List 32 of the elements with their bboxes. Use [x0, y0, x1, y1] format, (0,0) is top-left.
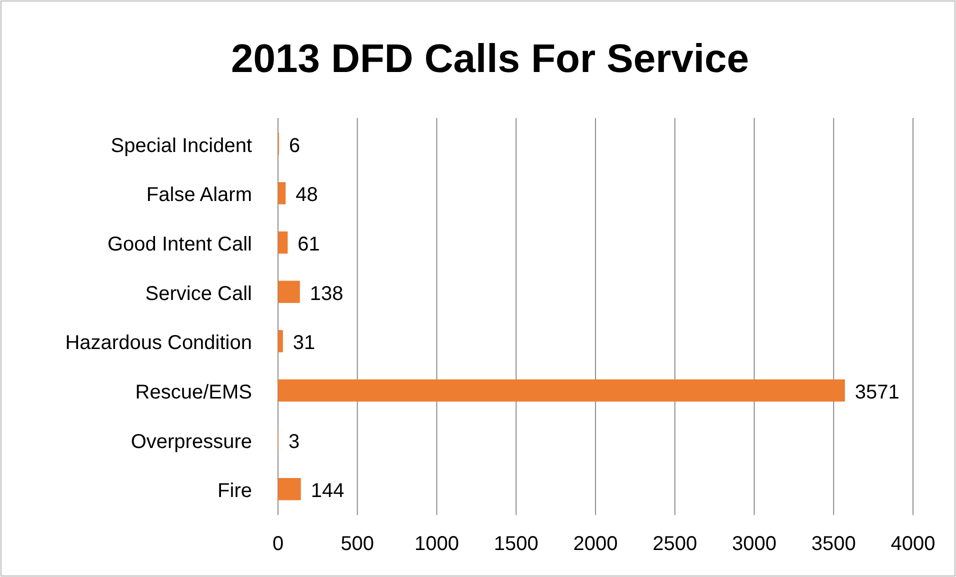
chart-title: 2013 DFD Calls For Service [230, 37, 750, 81]
y-tick-label: False Alarm [146, 184, 252, 206]
bar [278, 478, 301, 500]
y-tick-label: Special Incident [110, 134, 252, 157]
bar [278, 379, 845, 402]
y-tick-label: Rescue/EMS [135, 381, 252, 404]
x-tick-label: 1500 [494, 533, 538, 555]
bar [278, 231, 288, 254]
x-tick-label: 3000 [732, 533, 776, 555]
y-tick-label: Overpressure [130, 430, 252, 453]
data-label: 31 [292, 332, 316, 354]
x-tick-label: 0 [272, 533, 284, 555]
bar [278, 330, 283, 352]
data-label: 3571 [854, 381, 900, 404]
x-tick-label: 4000 [890, 533, 936, 555]
data-label: 138 [310, 282, 344, 305]
x-tick-label: 2000 [573, 533, 618, 555]
x-tick-label: 2500 [652, 533, 698, 555]
y-tick-label: Good Intent Call [107, 234, 252, 256]
y-tick-label: Service Call [145, 282, 252, 305]
y-tick-label: Fire [218, 480, 252, 502]
data-label: 3 [288, 430, 300, 453]
x-tick-label: 1000 [414, 533, 459, 555]
x-tick-label: 500 [340, 533, 374, 555]
bar [278, 182, 286, 204]
data-label: 48 [296, 184, 318, 206]
data-label: 144 [310, 480, 344, 502]
bar [278, 280, 300, 303]
y-tick-label: Hazardous Condition [65, 332, 252, 354]
data-label: 6 [288, 134, 300, 157]
x-tick-label: 3500 [811, 533, 856, 555]
data-label: 61 [298, 234, 320, 256]
